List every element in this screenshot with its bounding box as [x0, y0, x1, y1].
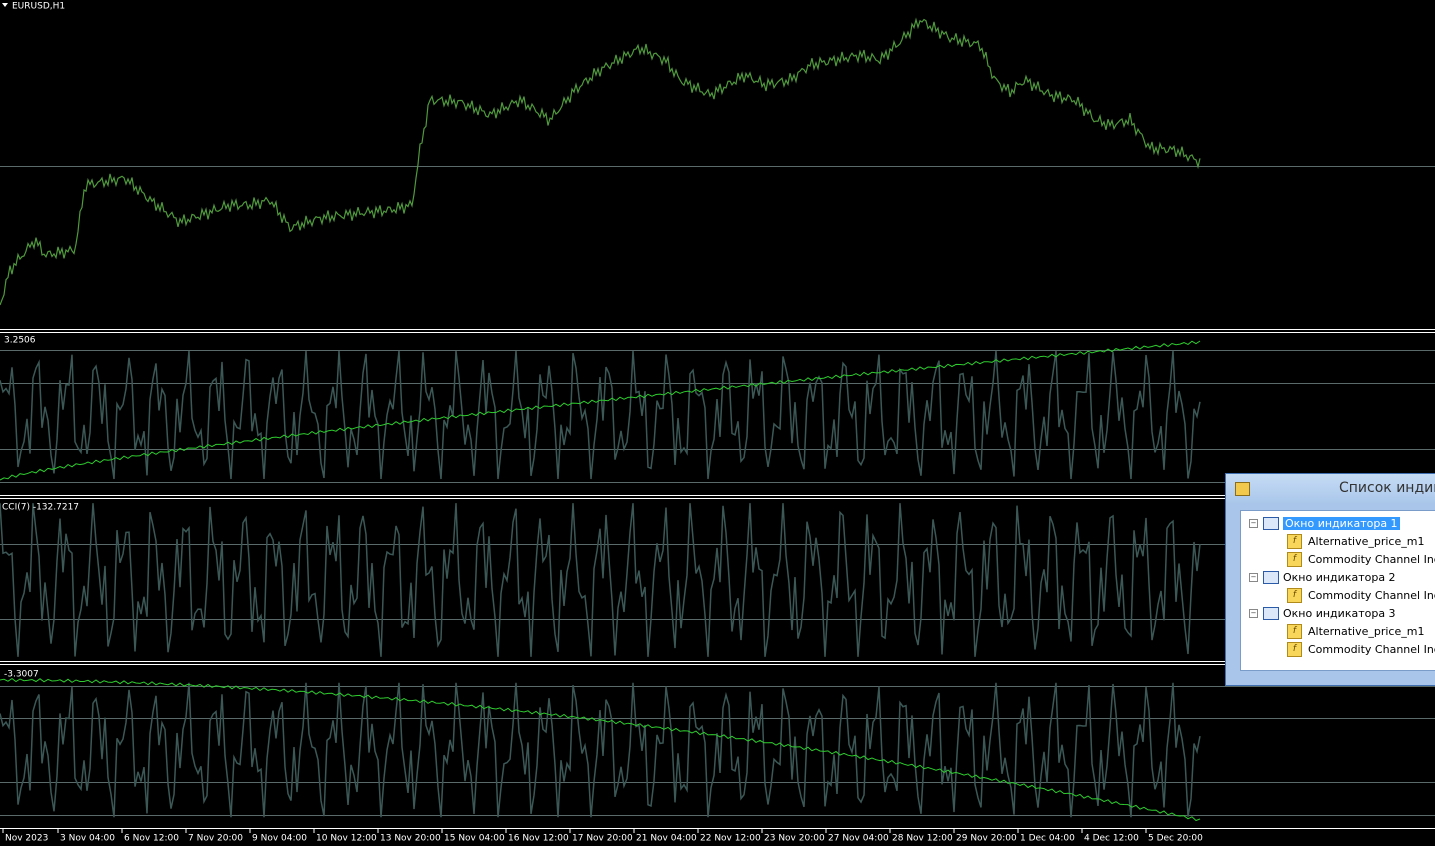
price-line	[0, 17, 1201, 306]
time-label: 7 Nov 20:00	[188, 834, 243, 844]
time-axis: Nov 2023 3 Nov 04:00 6 Nov 12:00 7 Nov 20:0…	[2, 829, 1203, 844]
indicator-lines	[0, 17, 1201, 822]
tree-node[interactable]: − Окно индикатора 2	[1249, 570, 1396, 584]
indicator-tree: − Окно индикатора 1 f Alternative_price_m1…	[1240, 510, 1435, 671]
tree-item[interactable]: f Alternative_price_m1	[1287, 533, 1424, 549]
panel-label: CCI(7) -132.7217	[2, 503, 79, 513]
time-label: 22 Nov 12:00	[700, 834, 761, 844]
title-bar: Список индик	[1226, 474, 1435, 504]
tree-label: Окно индикатора 1	[1283, 516, 1400, 530]
level-lines	[0, 166, 1435, 816]
time-label: 5 Dec 20:00	[1148, 834, 1203, 844]
time-label: 13 Nov 20:00	[380, 834, 441, 844]
time-label: 17 Nov 20:00	[572, 834, 633, 844]
cci-line	[0, 503, 1201, 657]
dialog-icon	[1235, 482, 1250, 496]
time-label: 6 Nov 12:00	[124, 834, 179, 844]
tree-label: Commodity Channel Index	[1308, 642, 1435, 656]
time-label: 10 Nov 12:00	[316, 834, 377, 844]
cci-line	[0, 682, 1201, 818]
tree-label: Commodity Channel Index	[1308, 588, 1435, 602]
tree-label: Окно индикатора 3	[1283, 606, 1396, 620]
panel-label: 3.2506	[4, 336, 36, 346]
cci-line	[0, 350, 1201, 480]
time-label: 27 Nov 04:00	[828, 834, 889, 844]
tree-node[interactable]: − Окно индикатора 1	[1249, 516, 1400, 530]
time-label: 16 Nov 12:00	[508, 834, 569, 844]
time-label: 28 Nov 12:00	[892, 834, 953, 844]
alt-price-line	[0, 677, 1201, 822]
symbol-menu-arrow[interactable]	[2, 3, 8, 7]
symbol-label: EURUSD,H1	[12, 2, 65, 12]
dialog-title: Список индик	[1339, 480, 1435, 496]
alt-price-line	[0, 340, 1201, 481]
time-label: 3 Nov 04:00	[60, 834, 115, 844]
tree-label: Commodity Channel Index	[1308, 552, 1435, 566]
tree-item[interactable]: f Alternative_price_m1	[1287, 623, 1424, 639]
indicator-list-dialog[interactable]: Список индик − Окно индикатора 1 f Alterna…	[1225, 473, 1435, 686]
time-label: 21 Nov 04:00	[636, 834, 697, 844]
tree-label: Окно индикатора 2	[1283, 570, 1396, 584]
tree-label: Alternative_price_m1	[1308, 624, 1425, 638]
tree-label: Alternative_price_m1	[1308, 534, 1425, 548]
time-label: 23 Nov 20:00	[764, 834, 825, 844]
time-label: Nov 2023	[5, 834, 48, 844]
time-label: 29 Nov 20:00	[956, 834, 1017, 844]
time-label: 1 Dec 04:00	[1020, 834, 1075, 844]
panel-label: -3.3007	[4, 670, 39, 680]
time-label: 15 Nov 04:00	[444, 834, 505, 844]
time-label: 4 Dec 12:00	[1084, 834, 1139, 844]
time-label: 9 Nov 04:00	[252, 834, 307, 844]
tree-node[interactable]: − Окно индикатора 3	[1249, 606, 1396, 620]
panel-separators	[0, 329, 1435, 829]
